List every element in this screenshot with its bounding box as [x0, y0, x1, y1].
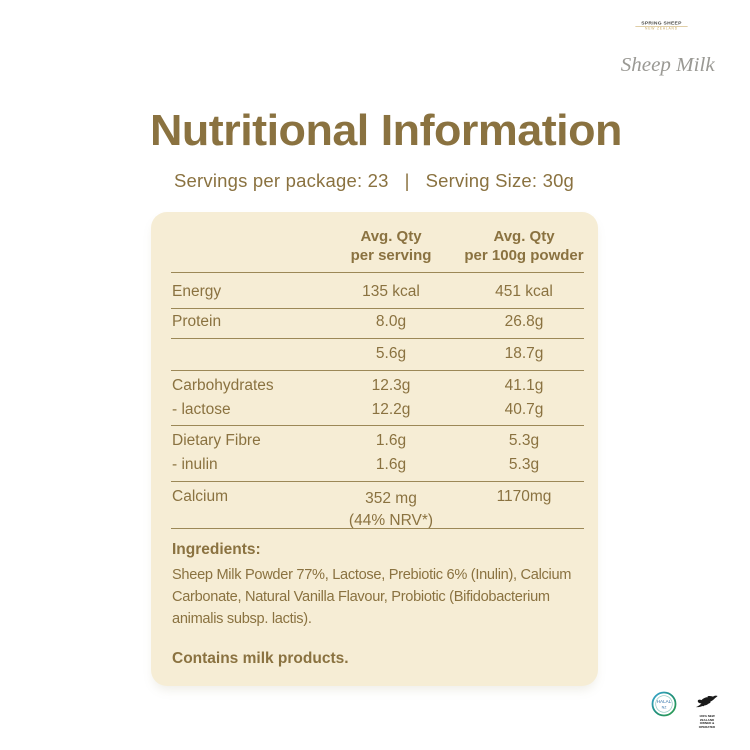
svg-text:NZ: NZ [662, 706, 668, 710]
svg-text:HALAL: HALAL [657, 699, 672, 704]
